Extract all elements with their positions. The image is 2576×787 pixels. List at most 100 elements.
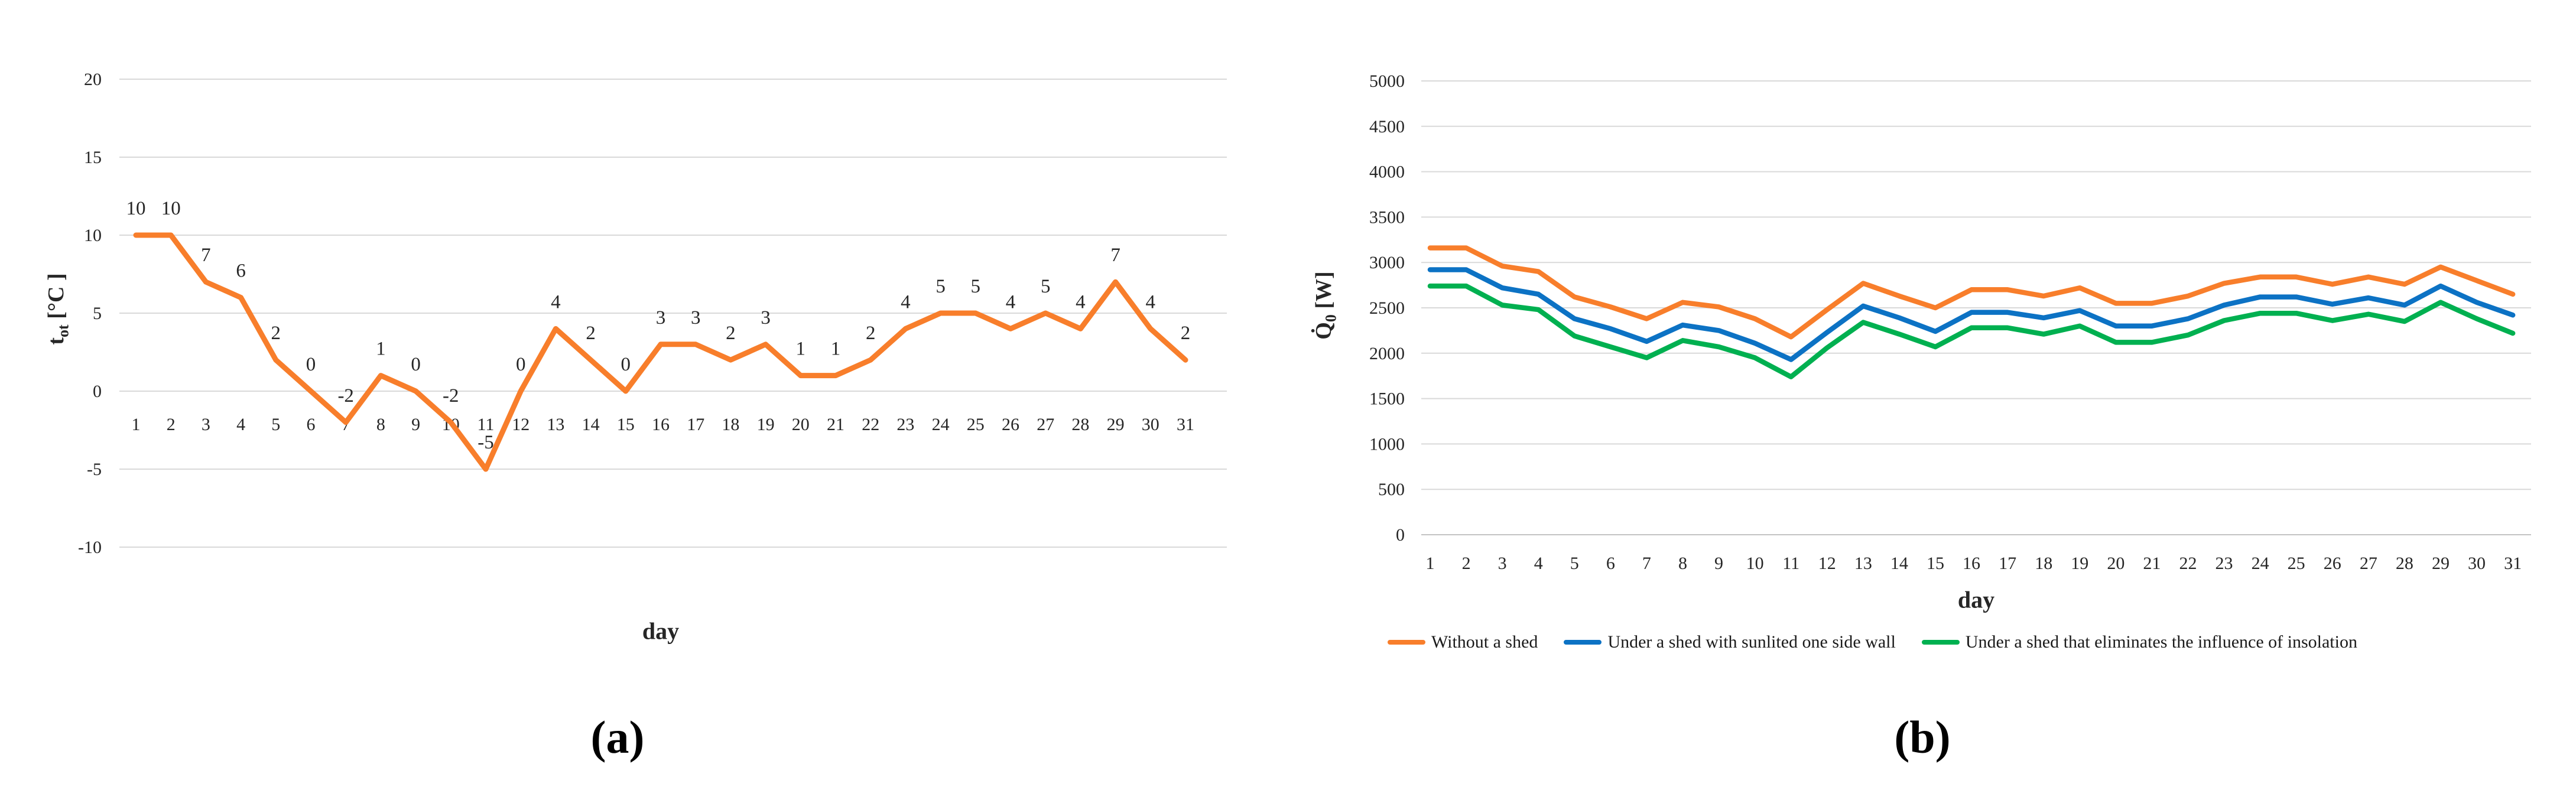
x-tick-label: 29 bbox=[2432, 554, 2450, 573]
x-tick-label: 17 bbox=[687, 415, 704, 434]
y-axis-label-a-unit: [°C ] bbox=[44, 273, 69, 325]
x-tick-label: 4 bbox=[1534, 554, 1543, 573]
data-label: 4 bbox=[1006, 291, 1016, 313]
legend-swatch bbox=[1564, 640, 1602, 645]
x-tick-label: 29 bbox=[1107, 415, 1125, 434]
data-label: 4 bbox=[901, 291, 911, 313]
x-tick-label: 16 bbox=[652, 415, 670, 434]
x-tick-label: 1 bbox=[1426, 554, 1435, 573]
data-label: -2 bbox=[443, 385, 459, 406]
data-label: 2 bbox=[271, 323, 281, 344]
x-tick-label: 2 bbox=[167, 415, 176, 434]
x-tick-label: 21 bbox=[2143, 554, 2161, 573]
y-tick-label: 0 bbox=[1396, 525, 1405, 545]
x-tick-label: 17 bbox=[1999, 554, 2016, 573]
y-tick-label: 1500 bbox=[1369, 389, 1405, 409]
x-tick-label: 14 bbox=[1890, 554, 1908, 573]
data-label: 5 bbox=[1041, 276, 1051, 297]
y-tick-label: 4000 bbox=[1369, 162, 1405, 182]
x-tick-label: 4 bbox=[236, 415, 245, 434]
x-tick-label: 25 bbox=[967, 415, 985, 434]
y-tick-label: 20 bbox=[84, 70, 102, 89]
y-tick-label: 2500 bbox=[1369, 298, 1405, 318]
data-label: 2 bbox=[1181, 323, 1191, 344]
x-tick-label: 18 bbox=[722, 415, 739, 434]
x-tick-label: 11 bbox=[1782, 554, 1799, 573]
legend-item: Under a shed that eliminates the influen… bbox=[1921, 632, 2357, 652]
data-label: 3 bbox=[656, 307, 666, 329]
x-tick-label: 1 bbox=[132, 415, 141, 434]
legend-item: Under a shed with sunlited one side wall bbox=[1564, 632, 1896, 652]
x-tick-label: 16 bbox=[1963, 554, 1980, 573]
data-label: 10 bbox=[126, 198, 146, 219]
y-axis-label-b-symbol: Q̇ bbox=[1311, 322, 1336, 340]
data-label: 4 bbox=[551, 291, 561, 313]
x-tick-label: 27 bbox=[2360, 554, 2377, 573]
x-tick-label: 21 bbox=[827, 415, 844, 434]
data-label: 1 bbox=[831, 339, 841, 360]
data-label: -5 bbox=[477, 432, 494, 453]
legend-swatch bbox=[1921, 640, 1960, 645]
data-label: 5 bbox=[971, 276, 981, 297]
y-tick-label: 4500 bbox=[1369, 117, 1405, 136]
x-tick-label: 9 bbox=[1714, 554, 1723, 573]
x-tick-label: 31 bbox=[1177, 415, 1194, 434]
data-label: 0 bbox=[411, 354, 421, 375]
y-axis-label-b-subscript: 0 bbox=[1322, 314, 1340, 323]
x-tick-label: 6 bbox=[307, 415, 316, 434]
data-label: 1 bbox=[376, 339, 386, 360]
x-tick-label: 28 bbox=[2396, 554, 2413, 573]
x-tick-label: 10 bbox=[1746, 554, 1764, 573]
series-line bbox=[1427, 245, 2516, 340]
data-label: 3 bbox=[691, 307, 701, 329]
x-tick-label: 2 bbox=[1462, 554, 1471, 573]
x-tick-label: 19 bbox=[757, 415, 775, 434]
legend-label: Without a shed bbox=[1431, 632, 1538, 652]
legend-swatch bbox=[1388, 640, 1425, 645]
data-label: 2 bbox=[726, 323, 736, 344]
x-tick-label: 28 bbox=[1071, 415, 1089, 434]
x-tick-label: 11 bbox=[477, 415, 495, 434]
caption-a: (a) bbox=[590, 711, 645, 763]
y-tick-label: -5 bbox=[87, 460, 102, 479]
legend-label: Under a shed with sunlited one side wall bbox=[1607, 632, 1896, 652]
data-label: 1 bbox=[796, 339, 806, 360]
x-tick-label: 3 bbox=[202, 415, 210, 434]
caption-b: (b) bbox=[1894, 711, 1951, 763]
x-tick-label: 12 bbox=[512, 415, 530, 434]
x-tick-label: 5 bbox=[271, 415, 280, 434]
data-label: 6 bbox=[236, 261, 246, 282]
y-axis-label-a: tot [°C ] bbox=[43, 273, 72, 344]
series-line bbox=[1427, 267, 2516, 362]
x-axis-label-b: day bbox=[1957, 586, 1995, 613]
y-tick-label: 0 bbox=[93, 382, 102, 401]
data-label: 4 bbox=[1076, 291, 1086, 313]
legend-item: Without a shed bbox=[1388, 632, 1538, 652]
y-tick-label: 5000 bbox=[1369, 71, 1405, 91]
x-tick-label: 20 bbox=[792, 415, 810, 434]
x-tick-label: 22 bbox=[862, 415, 879, 434]
x-tick-label: 13 bbox=[547, 415, 564, 434]
series-line bbox=[133, 232, 1188, 472]
legend: Without a shed Under a shed with sunlited… bbox=[1388, 632, 2357, 652]
x-tick-label: 27 bbox=[1037, 415, 1054, 434]
x-tick-label: 9 bbox=[411, 415, 420, 434]
x-tick-label: 23 bbox=[2216, 554, 2233, 573]
x-tick-label: 24 bbox=[932, 415, 950, 434]
data-label: 2 bbox=[866, 323, 876, 344]
y-axis-label-a-subscript: ot bbox=[54, 324, 72, 337]
x-tick-label: 6 bbox=[1606, 554, 1615, 573]
data-label: 7 bbox=[201, 245, 211, 266]
x-tick-label: 22 bbox=[2179, 554, 2197, 573]
x-tick-label: 8 bbox=[1678, 554, 1687, 573]
data-label: 3 bbox=[761, 307, 771, 329]
data-label: 0 bbox=[621, 354, 631, 375]
x-axis-label-a: day bbox=[642, 617, 680, 645]
x-tick-label: 15 bbox=[617, 415, 635, 434]
y-tick-label: 10 bbox=[84, 226, 102, 245]
data-label: 10 bbox=[161, 198, 181, 219]
x-tick-label: 5 bbox=[1570, 554, 1579, 573]
series-line bbox=[1427, 283, 2516, 379]
